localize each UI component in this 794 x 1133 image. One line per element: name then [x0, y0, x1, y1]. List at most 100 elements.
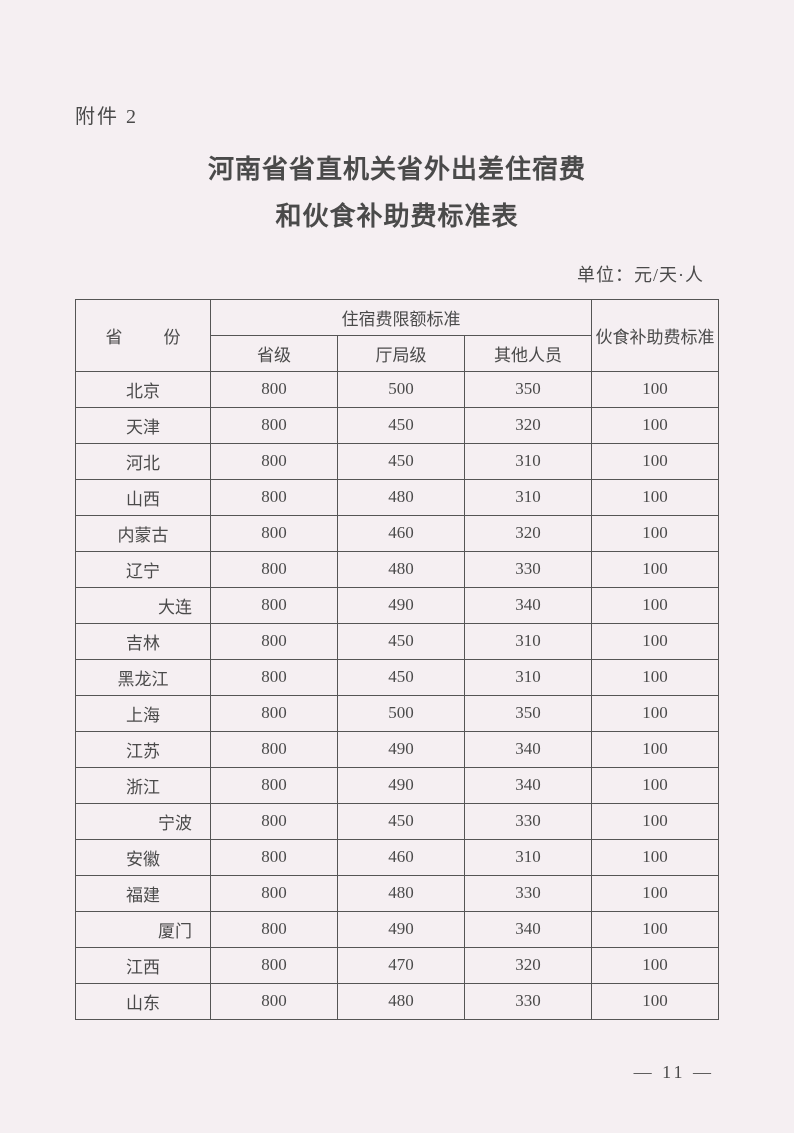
cell-value-2: 480	[338, 479, 465, 515]
table-header-row-1: 省 份 住宿费限额标准 伙食补助费标准	[76, 299, 719, 335]
table-row: 江苏800490340100	[76, 731, 719, 767]
cell-value-2: 500	[338, 371, 465, 407]
cell-province: 山西	[76, 479, 211, 515]
cell-value-4: 100	[591, 587, 718, 623]
table-row: 福建800480330100	[76, 875, 719, 911]
table-row: 内蒙古800460320100	[76, 515, 719, 551]
cell-value-1: 800	[211, 479, 338, 515]
cell-value-4: 100	[591, 839, 718, 875]
cell-province: 安徽	[76, 839, 211, 875]
cell-value-2: 450	[338, 803, 465, 839]
cell-value-2: 490	[338, 731, 465, 767]
cell-value-1: 800	[211, 515, 338, 551]
cell-value-1: 800	[211, 947, 338, 983]
table-row: 辽宁800480330100	[76, 551, 719, 587]
table-row: 吉林800450310100	[76, 623, 719, 659]
cell-province: 山东	[76, 983, 211, 1019]
cell-value-1: 800	[211, 803, 338, 839]
cell-province: 江苏	[76, 731, 211, 767]
header-food-subsidy: 伙食补助费标准	[591, 299, 718, 371]
cell-province: 浙江	[76, 767, 211, 803]
cell-value-4: 100	[591, 695, 718, 731]
cell-value-4: 100	[591, 947, 718, 983]
cell-province: 吉林	[76, 623, 211, 659]
table-row: 大连800490340100	[76, 587, 719, 623]
cell-value-3: 340	[464, 767, 591, 803]
cell-value-1: 800	[211, 551, 338, 587]
cell-value-2: 450	[338, 659, 465, 695]
cell-value-2: 460	[338, 515, 465, 551]
cell-value-3: 330	[464, 875, 591, 911]
cell-value-1: 800	[211, 407, 338, 443]
title-line-1: 河南省省直机关省外出差住宿费	[75, 147, 719, 194]
cell-value-2: 470	[338, 947, 465, 983]
cell-value-4: 100	[591, 875, 718, 911]
cell-value-2: 460	[338, 839, 465, 875]
cell-value-4: 100	[591, 371, 718, 407]
cell-province: 大连	[76, 587, 211, 623]
cell-province: 福建	[76, 875, 211, 911]
cell-value-2: 480	[338, 875, 465, 911]
cell-value-4: 100	[591, 767, 718, 803]
cell-value-4: 100	[591, 731, 718, 767]
cell-province: 厦门	[76, 911, 211, 947]
cell-value-2: 480	[338, 983, 465, 1019]
table-row: 上海800500350100	[76, 695, 719, 731]
cell-value-1: 800	[211, 875, 338, 911]
cell-value-4: 100	[591, 407, 718, 443]
cell-province: 宁波	[76, 803, 211, 839]
cell-value-4: 100	[591, 443, 718, 479]
cell-value-1: 800	[211, 983, 338, 1019]
cell-value-1: 800	[211, 587, 338, 623]
cell-value-1: 800	[211, 623, 338, 659]
table-row: 山西800480310100	[76, 479, 719, 515]
cell-value-4: 100	[591, 515, 718, 551]
cell-value-1: 800	[211, 839, 338, 875]
table-row: 江西800470320100	[76, 947, 719, 983]
cell-value-3: 320	[464, 947, 591, 983]
cell-value-4: 100	[591, 479, 718, 515]
cell-province: 北京	[76, 371, 211, 407]
cell-province: 内蒙古	[76, 515, 211, 551]
cell-province: 上海	[76, 695, 211, 731]
cell-value-3: 310	[464, 839, 591, 875]
table-row: 宁波800450330100	[76, 803, 719, 839]
cell-value-3: 310	[464, 659, 591, 695]
cell-value-1: 800	[211, 443, 338, 479]
cell-province: 河北	[76, 443, 211, 479]
cell-value-3: 340	[464, 911, 591, 947]
cell-value-2: 450	[338, 443, 465, 479]
cell-value-3: 310	[464, 479, 591, 515]
cell-value-3: 320	[464, 407, 591, 443]
cell-value-2: 490	[338, 911, 465, 947]
title-line-2: 和伙食补助费标准表	[75, 194, 719, 241]
cell-value-4: 100	[591, 551, 718, 587]
header-province: 省 份	[76, 299, 211, 371]
cell-value-2: 450	[338, 407, 465, 443]
standards-table: 省 份 住宿费限额标准 伙食补助费标准 省级 厅局级 其他人员 北京800500…	[75, 299, 719, 1020]
cell-value-3: 330	[464, 803, 591, 839]
table-row: 安徽800460310100	[76, 839, 719, 875]
table-row: 厦门800490340100	[76, 911, 719, 947]
table-row: 河北800450310100	[76, 443, 719, 479]
cell-value-4: 100	[591, 983, 718, 1019]
table-row: 北京800500350100	[76, 371, 719, 407]
attachment-label: 附件 2	[75, 100, 719, 129]
cell-value-1: 800	[211, 371, 338, 407]
cell-value-2: 490	[338, 767, 465, 803]
cell-province: 天津	[76, 407, 211, 443]
cell-value-4: 100	[591, 623, 718, 659]
cell-value-4: 100	[591, 803, 718, 839]
cell-value-3: 320	[464, 515, 591, 551]
cell-value-3: 340	[464, 587, 591, 623]
header-level3: 其他人员	[464, 335, 591, 371]
unit-label: 单位：元/天·人	[75, 261, 719, 287]
cell-value-2: 450	[338, 623, 465, 659]
cell-value-1: 800	[211, 911, 338, 947]
table-row: 山东800480330100	[76, 983, 719, 1019]
cell-value-3: 310	[464, 623, 591, 659]
cell-value-1: 800	[211, 695, 338, 731]
cell-value-3: 310	[464, 443, 591, 479]
header-level1: 省级	[211, 335, 338, 371]
cell-value-1: 800	[211, 731, 338, 767]
